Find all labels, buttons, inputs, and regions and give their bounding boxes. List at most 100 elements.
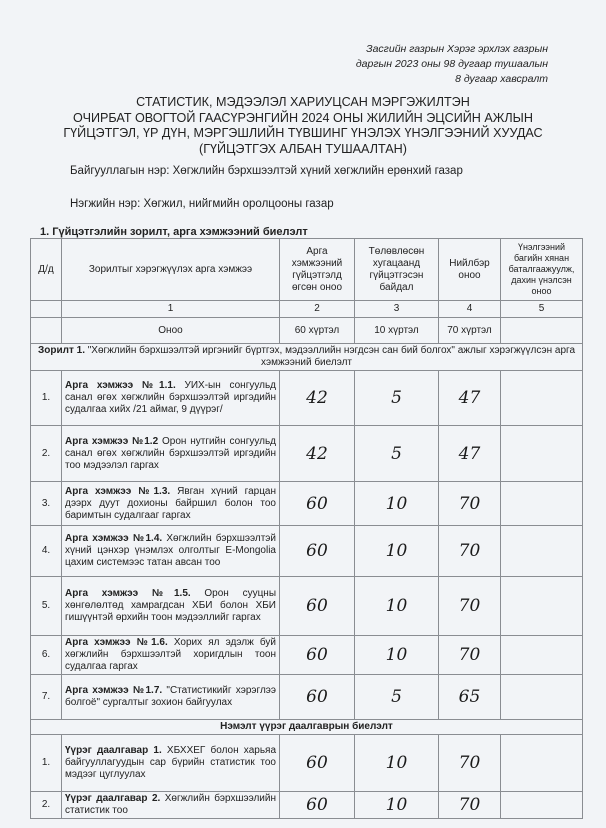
- total-score: 70: [438, 576, 501, 636]
- row-number: 3.: [30, 481, 62, 526]
- total-score: 70: [438, 481, 501, 526]
- extra-title-row: Нэмэлт үүрэг даалгаврын биелэлт: [30, 719, 583, 735]
- activity-label: Үүрэг даалгавар 1.: [65, 745, 162, 756]
- given-score: 60: [279, 525, 355, 577]
- activity-text: ХБХХЕГ болон харьяа байгууллагуудын сар …: [65, 745, 277, 780]
- activity-label: Арга хэмжээ №1.1.: [65, 380, 176, 391]
- column-number: 4: [438, 300, 501, 318]
- activity-text: Хорих ял эдэлж буй хөгжлийн бэрхшээлтэй …: [65, 637, 277, 672]
- row-number: 2.: [30, 791, 62, 819]
- timeliness-score: 5: [354, 370, 439, 426]
- reference-line: даргын 2023 оны 98 дугаар тушаалын: [355, 58, 548, 70]
- activity-text: Хөгжлийн бэрхшээлтэй хүний цэнхэр үнэмлэ…: [65, 533, 276, 568]
- total-score: 70: [438, 791, 501, 819]
- activity-label: Арга хэмжээ №1.5.: [65, 588, 191, 599]
- decree-reference: Засгийн газрын Хэрэг эрхлэх газрын даргы…: [356, 42, 548, 87]
- title-line: ГҮЙЦЭТГЭЛ, ҮР ДҮН, МЭРГЭШЛИЙН ТҮВШИНГ ҮН…: [63, 126, 543, 140]
- header-cell: Төлөвлөсөн хугацаанд гүйцэтгэсэн байдал: [354, 238, 439, 301]
- activity-cell: Арга хэмжээ №1.1. УИХ-ын сонгуульд санал…: [61, 370, 280, 426]
- table-row: 2. Үүрэг даалгавар 2. Хөгжлийн бэрхшээлий…: [30, 791, 583, 819]
- row-number: 5.: [30, 576, 62, 636]
- reviewed-score: [500, 576, 583, 636]
- performance-table: Д/д Зорилтыг хэрэгжүүлэх арга хэмжээ Арг…: [30, 238, 583, 819]
- column-number: 1: [61, 300, 280, 318]
- activity-cell: Үүрэг даалгавар 1. ХБХХЕГ болон харьяа б…: [61, 734, 280, 792]
- activity-label: Арга хэмжээ №1.7.: [65, 685, 163, 696]
- activity-text: Орон сууцны хөнгөлөлтөд хамрагдсан ХБИ б…: [65, 588, 277, 623]
- goal-row: Зорилт 1. "Хөгжлийн бэрхшээлтэй иргэнийг…: [30, 343, 583, 371]
- reviewed-score: [500, 791, 583, 819]
- score-label: Оноо: [61, 317, 280, 344]
- column-number: 5: [500, 300, 583, 318]
- activity-cell: Арга хэмжээ №1.4. Хөгжлийн бэрхшээлтэй х…: [61, 525, 280, 577]
- row-number: 2.: [30, 425, 62, 482]
- row-number: 4.: [30, 525, 62, 577]
- timeliness-score: 10: [354, 576, 439, 636]
- timeliness-score: 5: [354, 674, 439, 720]
- reviewed-score: [500, 481, 583, 526]
- table-row: 5. Арга хэмжээ №1.5. Орон сууцны хөнгөлөл…: [30, 576, 583, 636]
- reviewed-score: [500, 674, 583, 720]
- header-cell: Арга хэмжээний гүйцэтгэлд өгсөн оноо: [279, 238, 355, 301]
- reviewed-score: [500, 425, 583, 482]
- title-line: (ГҮЙЦЭТГЭХ АЛБАН ТУШААЛТАН): [199, 141, 407, 156]
- activity-text: УИХ-ын сонгуульд санал өгөх хөгжлийн бэр…: [65, 380, 277, 415]
- activity-cell: Арга хэмжээ №1.7. "Статистикийг хэрэглээ…: [61, 674, 280, 720]
- given-score: 60: [279, 674, 355, 720]
- table-row: 3. Арга хэмжээ №1.3. Явган хүний гарцан д…: [30, 481, 583, 526]
- section-title: 1. Гүйцэтгэлийн зорилт, арга хэмжээний б…: [40, 226, 308, 238]
- given-score: 42: [279, 370, 355, 426]
- activity-label: Арга хэмжээ №1.3.: [65, 485, 171, 497]
- timeliness-score: 10: [354, 734, 439, 792]
- extra-title: Нэмэлт үүрэг даалгаврын биелэлт: [30, 719, 583, 735]
- header-row: Д/д Зорилтыг хэрэгжүүлэх арга хэмжээ Арг…: [30, 238, 583, 301]
- activity-label: Арга хэмжээ №1.2: [65, 435, 159, 447]
- activity-text: Явган хүний гарцан дээрх дуут дохионы ба…: [65, 485, 277, 521]
- table-row: 6. Арга хэмжээ №1.6. Хорих ял эдэлж буй х…: [30, 635, 583, 675]
- score-row: Оноо 60 хүртэл 10 хүртэл 70 хүртэл: [30, 317, 583, 344]
- activity-cell: Арга хэмжээ №1.3. Явган хүний гарцан дээ…: [61, 481, 280, 526]
- title-line: ОЧИРБАТ ОВОГТОЙ ГААСҮРЭНГИЙН 2024 ОНЫ ЖИ…: [73, 110, 533, 125]
- given-score: 60: [279, 576, 355, 636]
- timeliness-score: 10: [354, 481, 439, 526]
- header-cell: Нийлбэр оноо: [438, 238, 501, 301]
- table-row: 1. Үүрэг даалгавар 1. ХБХХЕГ болон харьяа…: [30, 734, 583, 792]
- column-number: 2: [279, 300, 355, 318]
- reviewed-score: [500, 734, 583, 792]
- total-score: 47: [438, 425, 501, 482]
- activity-cell: Арга хэмжээ №1.2 Орон нутгийн сонгуульд …: [61, 425, 280, 482]
- unit-name: Нэгжийн нэр: Хөгжил, нийгмийн оролцооны …: [70, 198, 334, 210]
- row-number: 1.: [30, 734, 62, 792]
- activity-cell: Арга хэмжээ №1.5. Орон сууцны хөнгөлөлтө…: [61, 576, 280, 636]
- goal-1: Зорилт 1. "Хөгжлийн бэрхшээлтэй иргэнийг…: [30, 343, 583, 371]
- organization-name: Байгууллагын нэр: Хөгжлийн бэрхшээлтэй х…: [70, 165, 463, 177]
- given-score: 42: [279, 425, 355, 482]
- goal-label: Зорилт 1.: [37, 345, 85, 356]
- reviewed-score: [500, 635, 583, 675]
- table-row: 2. Арга хэмжээ №1.2 Орон нутгийн сонгууль…: [30, 425, 583, 482]
- activity-cell: Үүрэг даалгавар 2. Хөгжлийн бэрхшээлийн …: [61, 791, 280, 819]
- activity-label: Арга хэмжээ №1.6.: [65, 637, 168, 648]
- score-max: 70 хүртэл: [438, 317, 501, 344]
- given-score: 60: [279, 481, 355, 526]
- given-score: 60: [279, 734, 355, 792]
- table-row: 7. Арга хэмжээ №1.7. "Статистикийг хэрэгл…: [30, 674, 583, 720]
- timeliness-score: 10: [354, 525, 439, 577]
- score-max: 60 хүртэл: [279, 317, 355, 344]
- row-number: 6.: [30, 635, 62, 675]
- total-score: 47: [438, 370, 501, 426]
- row-number: 7.: [30, 674, 62, 720]
- column-number: 3: [354, 300, 439, 318]
- activity-label: Арга хэмжээ №1.4.: [65, 533, 163, 544]
- given-score: 60: [279, 635, 355, 675]
- header-cell: Зорилтыг хэрэгжүүлэх арга хэмжээ: [61, 238, 280, 301]
- goal-text: "Хөгжлийн бэрхшээлтэй иргэнийг бүртгэх, …: [84, 345, 576, 368]
- timeliness-score: 10: [354, 791, 439, 819]
- activity-text: Орон нутгийн сонгуульд санал өгөх хөгжли…: [65, 435, 276, 471]
- header-cell: Д/д: [30, 238, 62, 301]
- reference-line: 8 дугаар хавсралт: [455, 73, 548, 85]
- activity-text: "Статистикийг хэрэглээ болгоё" сургалтыг…: [65, 685, 276, 708]
- reference-line: Засгийн газрын Хэрэг эрхлэх газрын: [366, 43, 548, 55]
- activity-label: Үүрэг даалгавар 2.: [65, 793, 161, 804]
- timeliness-score: 10: [354, 635, 439, 675]
